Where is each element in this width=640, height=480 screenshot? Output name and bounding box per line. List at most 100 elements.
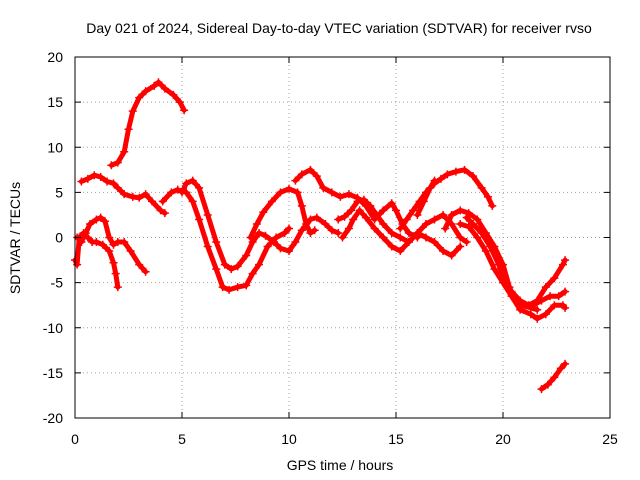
data-point xyxy=(543,380,552,389)
data-point xyxy=(203,210,212,219)
axis-ticks: 0 5 10 15 20 25 -20 -15 -10 -5 0 5 10 15 20 xyxy=(43,49,618,447)
data-point xyxy=(285,184,293,193)
data-point xyxy=(430,176,439,185)
series-arc-2 xyxy=(73,213,150,276)
y-axis-title: SDTVAR / TECUs xyxy=(7,182,23,294)
data-point xyxy=(421,233,430,242)
data-point xyxy=(280,228,289,237)
series-arc-17 xyxy=(537,359,570,394)
data-point xyxy=(297,226,306,235)
data-point xyxy=(291,176,300,185)
data-point xyxy=(541,283,550,292)
data-point xyxy=(263,242,272,251)
data-point xyxy=(248,269,257,278)
data-point xyxy=(344,190,353,199)
data-points xyxy=(71,78,570,394)
data-point xyxy=(379,219,388,228)
data-point xyxy=(477,183,486,192)
data-point xyxy=(402,215,411,224)
data-point xyxy=(302,219,311,228)
data-point xyxy=(195,183,204,192)
data-point xyxy=(148,197,157,206)
data-point xyxy=(456,242,465,251)
series-arc-4 xyxy=(107,78,189,170)
data-point xyxy=(312,213,321,222)
data-point xyxy=(270,238,279,247)
data-point xyxy=(464,209,473,218)
data-point xyxy=(135,93,144,102)
data-point xyxy=(135,260,144,269)
data-point xyxy=(490,265,499,274)
data-point xyxy=(272,233,281,242)
data-point xyxy=(293,188,302,197)
data-point xyxy=(105,247,114,256)
data-point xyxy=(135,193,144,202)
data-point xyxy=(252,219,261,228)
data-point xyxy=(556,364,565,373)
x-tick-label: 10 xyxy=(281,431,297,447)
data-point xyxy=(338,233,347,242)
data-point xyxy=(297,170,306,179)
data-point xyxy=(220,260,229,269)
data-point xyxy=(561,287,570,296)
series-trace xyxy=(414,178,437,218)
data-point xyxy=(334,215,343,224)
data-point xyxy=(92,215,101,224)
data-point xyxy=(120,190,129,199)
data-point xyxy=(255,260,264,269)
data-point xyxy=(242,281,251,290)
data-point xyxy=(334,228,343,237)
data-point xyxy=(306,228,315,237)
y-tick-label: 10 xyxy=(47,139,63,155)
data-point xyxy=(561,256,570,265)
data-point xyxy=(77,177,86,186)
data-point xyxy=(113,283,122,292)
data-point xyxy=(473,233,482,242)
data-point xyxy=(212,265,221,274)
data-point xyxy=(447,251,456,260)
data-point xyxy=(120,147,129,156)
data-point xyxy=(359,195,368,204)
data-point xyxy=(396,224,405,233)
data-point xyxy=(503,283,512,292)
data-point xyxy=(430,215,439,224)
data-point xyxy=(73,260,82,269)
data-point xyxy=(451,167,460,176)
data-point xyxy=(533,305,542,314)
data-point xyxy=(90,171,99,180)
data-point xyxy=(242,251,251,260)
y-tick-label: 0 xyxy=(55,230,63,246)
data-point xyxy=(537,385,546,394)
data-point xyxy=(77,238,86,247)
data-point xyxy=(109,240,118,249)
data-point xyxy=(546,292,555,301)
data-point xyxy=(561,359,570,368)
data-point xyxy=(128,192,137,201)
data-point xyxy=(379,233,388,242)
data-point xyxy=(195,215,204,224)
data-point xyxy=(456,219,465,228)
data-point xyxy=(484,192,493,201)
data-point xyxy=(141,190,150,199)
data-point xyxy=(464,222,473,231)
data-point xyxy=(473,215,482,224)
data-point xyxy=(113,158,122,167)
y-tick-label: -10 xyxy=(43,320,63,336)
data-point xyxy=(233,262,242,271)
data-point xyxy=(321,219,330,228)
data-point xyxy=(404,228,413,237)
data-point xyxy=(413,228,422,237)
data-point xyxy=(533,314,542,323)
data-point xyxy=(310,226,319,235)
data-point xyxy=(387,199,396,208)
data-point xyxy=(436,174,445,183)
data-point xyxy=(554,292,563,301)
data-point xyxy=(327,226,336,235)
data-point xyxy=(349,215,358,224)
data-point xyxy=(83,174,92,183)
data-point xyxy=(212,238,221,247)
data-point xyxy=(233,283,242,292)
data-point xyxy=(516,305,525,314)
data-point xyxy=(111,269,120,278)
data-point xyxy=(167,188,176,197)
